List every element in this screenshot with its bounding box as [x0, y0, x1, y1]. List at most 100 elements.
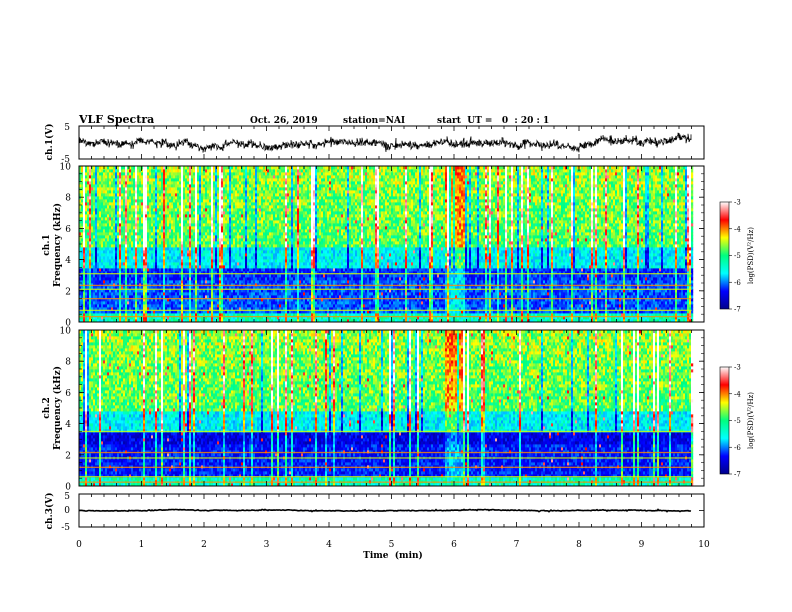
spectrogram-cell — [103, 229, 105, 232]
spectrogram-cell — [113, 262, 115, 265]
spectrogram-cell — [109, 244, 111, 247]
spectrogram-cell — [105, 169, 107, 172]
spectrogram-cell — [117, 280, 119, 283]
spectrogram-cell — [91, 169, 93, 172]
spectrogram-cell — [103, 190, 105, 193]
spectrogram-cell — [117, 184, 119, 187]
spectrogram-cell — [87, 295, 89, 298]
spectrogram-cell — [117, 175, 119, 178]
spectrogram-cell — [121, 196, 123, 199]
spectrogram-cell — [81, 184, 83, 187]
spectrogram-cell — [99, 208, 101, 211]
spectrogram-cell — [95, 241, 97, 244]
spectrogram-cell — [123, 295, 125, 298]
spectrogram-cell — [87, 202, 89, 205]
spectrogram-cell — [95, 253, 97, 256]
spectrogram-cell — [95, 193, 97, 196]
spectrogram-cell — [117, 172, 119, 175]
spectrogram-cell — [115, 178, 117, 181]
spectrogram-cell — [123, 220, 125, 223]
spectrogram-cell — [111, 175, 113, 178]
spectrogram-cell — [81, 232, 83, 235]
spectrogram-cell — [125, 169, 127, 172]
spectrogram-cell — [83, 232, 85, 235]
spectrogram-cell — [95, 196, 97, 199]
spectrogram-cell — [111, 229, 113, 232]
spectrogram-cell — [125, 199, 127, 202]
spectrogram-cell — [121, 169, 123, 172]
spectrogram-cell — [91, 313, 93, 316]
spectrogram-cell — [115, 262, 117, 265]
spectrogram-cell — [89, 268, 91, 271]
station-label: station=NAI — [343, 116, 405, 126]
spectrogram-cell — [117, 241, 119, 244]
spectrogram-cell — [119, 244, 121, 247]
spectrogram-cell — [109, 274, 111, 277]
spectrogram-cell — [107, 256, 109, 259]
spectrogram-cell — [85, 262, 87, 265]
spectrogram-cell — [97, 178, 99, 181]
spectrogram-cell — [91, 208, 93, 211]
spectrogram-cell — [107, 262, 109, 265]
spectrogram-cell — [125, 226, 127, 229]
spectrogram-cell — [105, 184, 107, 187]
spectrogram-cell — [95, 199, 97, 202]
spectrogram-cell — [117, 274, 119, 277]
spectrogram-cell — [99, 175, 101, 178]
spectrogram-cell — [101, 220, 103, 223]
spectrogram-cell — [113, 268, 115, 271]
spectrogram-cell — [83, 178, 85, 181]
spectrogram-cell — [93, 241, 95, 244]
spectrogram-cell — [99, 181, 101, 184]
spectrogram-cell — [115, 265, 117, 268]
spectrogram-cell — [87, 292, 89, 295]
spectrogram-cell — [95, 214, 97, 217]
spectrogram-cell — [119, 226, 121, 229]
spectrogram-cell — [119, 292, 121, 295]
spectrogram-cell — [83, 256, 85, 259]
spectrogram-cell — [121, 244, 123, 247]
spectrogram-cell — [97, 187, 99, 190]
spectrogram-cell — [119, 253, 121, 256]
spectrogram-cell — [93, 181, 95, 184]
spectrogram-cell — [81, 265, 83, 268]
spectrogram-cell — [95, 202, 97, 205]
spectrogram-cell — [123, 190, 125, 193]
spectrogram-cell — [85, 250, 87, 253]
vlf-spectra-figure: VLF Spectra Oct. 26, 2019 station=NAI st… — [0, 0, 792, 612]
spectrogram-cell — [109, 199, 111, 202]
spectrogram-cell — [123, 238, 125, 241]
spectrogram-cell — [119, 256, 121, 259]
spectrogram-cell — [105, 250, 107, 253]
spectrogram-cell — [87, 220, 89, 223]
spectrogram-cell — [85, 214, 87, 217]
spectrogram-cell — [107, 229, 109, 232]
spectrogram-cell — [121, 178, 123, 181]
spectrogram-cell — [115, 205, 117, 208]
spectrogram-cell — [83, 295, 85, 298]
spectrogram-cell — [85, 268, 87, 271]
spectrogram-cell — [107, 181, 109, 184]
spectrogram-cell — [115, 220, 117, 223]
spectrogram-cell — [111, 190, 113, 193]
spectrogram-cell — [103, 268, 105, 271]
spectrogram-cell — [83, 208, 85, 211]
spectrogram-cell — [99, 172, 101, 175]
spectrogram-cell — [125, 253, 127, 256]
spectrogram-cell — [125, 259, 127, 262]
spectrogram-cell — [121, 190, 123, 193]
spectrogram-cell — [107, 211, 109, 214]
spectrogram-cell — [117, 199, 119, 202]
spectrogram-cell — [121, 247, 123, 250]
ch1-waveform-panel: 5 -5 ch.1(V) — [44, 123, 704, 165]
spectrogram-cell — [103, 205, 105, 208]
spectrogram-cell — [121, 193, 123, 196]
ch1-waveform-line — [79, 133, 691, 153]
spectrogram-cell — [89, 244, 91, 247]
spectrogram-cell — [123, 253, 125, 256]
spectrogram-cell — [95, 259, 97, 262]
spectrogram-cell — [91, 244, 93, 247]
spectrogram-cell — [111, 277, 113, 280]
spectrogram-cell — [101, 202, 103, 205]
spectrogram-cell — [89, 262, 91, 265]
